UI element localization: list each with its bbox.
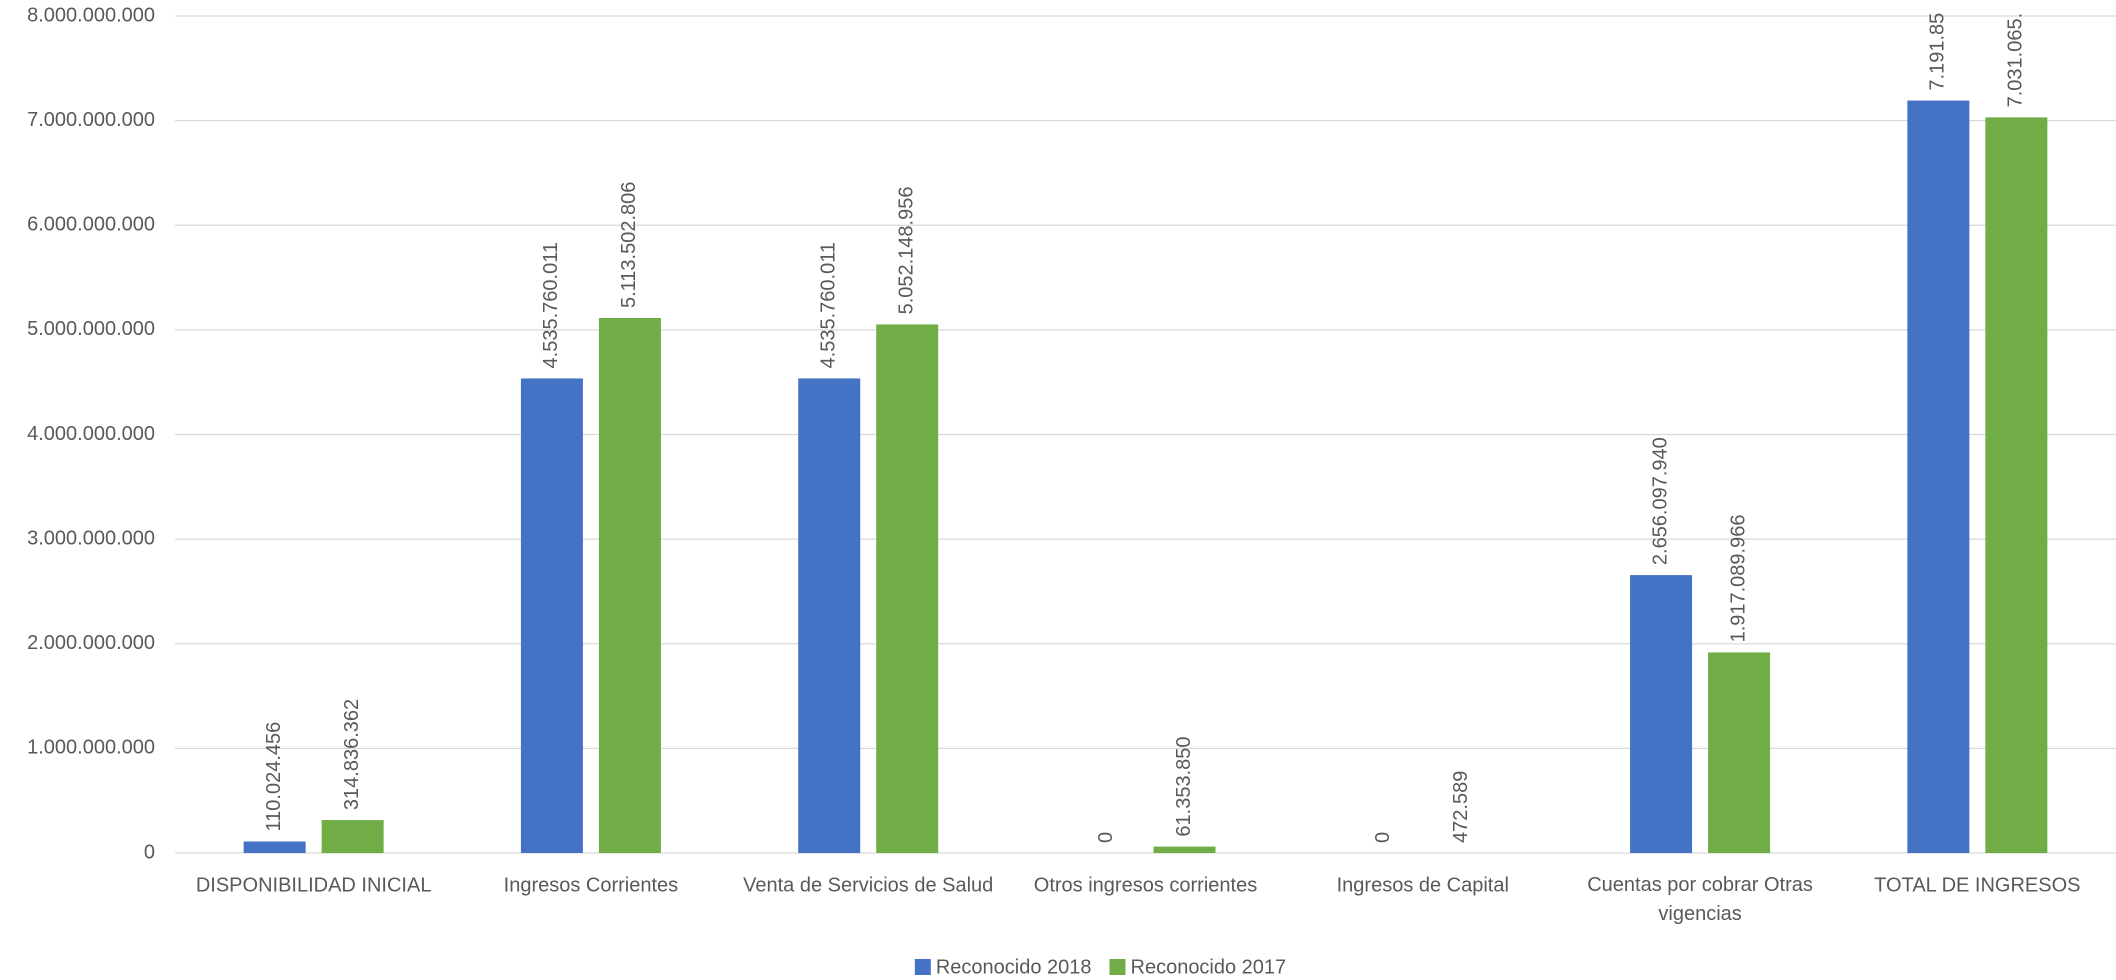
bar — [1708, 652, 1770, 853]
legend-label: Reconocido 2017 — [1131, 956, 1287, 978]
bar — [1985, 117, 2047, 853]
data-label: 314.836.362 — [341, 699, 363, 810]
x-tick-label: TOTAL DE INGRESOS — [1874, 874, 2080, 896]
y-tick-label: 7.000.000.000 — [27, 109, 155, 131]
data-label: 7.031.065. — [2005, 13, 2027, 108]
bar — [599, 318, 661, 853]
data-label: 2.656.097.940 — [1649, 437, 1671, 565]
data-label: 0 — [1372, 832, 1394, 843]
data-label: 1.917.089.966 — [1727, 515, 1749, 643]
bar — [322, 820, 384, 853]
data-label: 5.052.148.956 — [895, 187, 917, 315]
y-tick-label: 6.000.000.000 — [27, 214, 155, 236]
x-tick-label: Ingresos Corrientes — [504, 874, 679, 896]
y-tick-label: 1.000.000.000 — [27, 737, 155, 759]
data-label: 110.024.456 — [263, 722, 285, 832]
chart: 0 1.000.000.000 2.000.000.000 3.000.000.000… — [0, 0, 2116, 980]
bar — [1154, 847, 1216, 853]
bar — [798, 378, 860, 853]
legend: Reconocido 2018 Reconocido 2017 — [915, 956, 1286, 978]
y-tick-label: 8.000.000.000 — [27, 4, 155, 26]
data-label: 4.535.760.011 — [540, 242, 562, 368]
x-tick-label: DISPONIBILIDAD INICIAL — [196, 874, 432, 896]
data-label: 5.113.502.806 — [618, 182, 640, 308]
data-label: 472.589 — [1450, 771, 1472, 843]
data-label: 61.353.850 — [1173, 736, 1195, 836]
bar — [876, 324, 938, 853]
legend-swatch — [915, 959, 931, 975]
x-tick-label: Venta de Servicios de Salud — [743, 874, 993, 896]
y-tick-label: 3.000.000.000 — [27, 527, 155, 549]
y-tick-label: 0 — [144, 841, 155, 863]
legend-swatch — [1110, 959, 1126, 975]
x-tick-label: Otros ingresos corrientes — [1034, 874, 1257, 896]
y-tick-label: 2.000.000.000 — [27, 632, 155, 654]
data-label: 0 — [1095, 832, 1117, 843]
data-label: 4.535.760.011 — [817, 242, 839, 368]
bar — [1630, 575, 1692, 853]
y-tick-label: 5.000.000.000 — [27, 318, 155, 340]
data-label: 7.191.85 — [1927, 13, 1949, 91]
bar — [521, 378, 583, 853]
bar — [244, 841, 306, 853]
legend-label: Reconocido 2018 — [936, 956, 1092, 978]
bar — [1907, 101, 1969, 853]
x-tick-label: Ingresos de Capital — [1337, 874, 1509, 896]
y-tick-label: 4.000.000.000 — [27, 423, 155, 445]
